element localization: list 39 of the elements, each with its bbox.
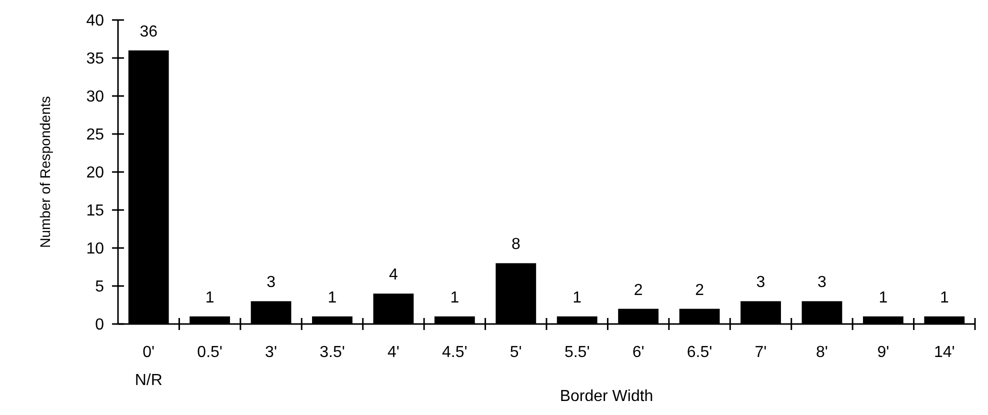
x-tick-label: 3.5' — [320, 344, 345, 361]
y-tick-label: 25 — [86, 126, 104, 144]
data-label: 2 — [695, 282, 704, 299]
x-tick-label: 5.5' — [564, 344, 590, 361]
x-tick-label: 14' — [934, 344, 955, 361]
data-label: 1 — [205, 289, 214, 306]
data-label: 1 — [940, 289, 949, 306]
x-tick-label: 5' — [510, 344, 522, 361]
x-tick-label: 0.5' — [197, 344, 222, 361]
x-tick-label: 3' — [265, 344, 278, 361]
x-tick-label: 8' — [816, 344, 828, 361]
y-tick-label: 0 — [95, 316, 104, 334]
data-label: 3 — [756, 274, 766, 292]
data-label: 1 — [572, 289, 582, 306]
data-label: 3 — [266, 274, 276, 292]
data-label: 1 — [450, 289, 460, 306]
y-tick-label: 10 — [86, 240, 104, 258]
x-tick-label: 7' — [754, 344, 767, 361]
x-tick-label: 0' N/R — [134, 344, 162, 389]
y-tick-label: 40 — [86, 12, 104, 30]
y-tick-label: 5 — [95, 278, 104, 296]
data-label: 4 — [389, 266, 398, 284]
data-label: 8 — [511, 236, 520, 254]
x-axis-title: Border Width — [560, 388, 654, 405]
data-label: 36 — [140, 23, 158, 40]
x-tick-label: 9' — [877, 344, 890, 361]
x-tick-label: 6' — [632, 344, 644, 361]
data-label: 1 — [328, 289, 337, 306]
data-label: 3 — [818, 274, 827, 292]
x-tick-label: 6.5' — [686, 344, 712, 361]
y-tick-label: 15 — [86, 202, 104, 220]
x-tick-label: 4' — [387, 344, 400, 361]
data-label: 2 — [634, 282, 643, 299]
x-tick-label: 4.5' — [442, 344, 468, 361]
y-axis-title: Number of Respondents — [37, 96, 53, 248]
data-label: 1 — [878, 289, 888, 306]
y-tick-label: 35 — [86, 50, 104, 68]
y-tick-label: 20 — [86, 164, 104, 182]
y-tick-label: 30 — [86, 88, 104, 106]
